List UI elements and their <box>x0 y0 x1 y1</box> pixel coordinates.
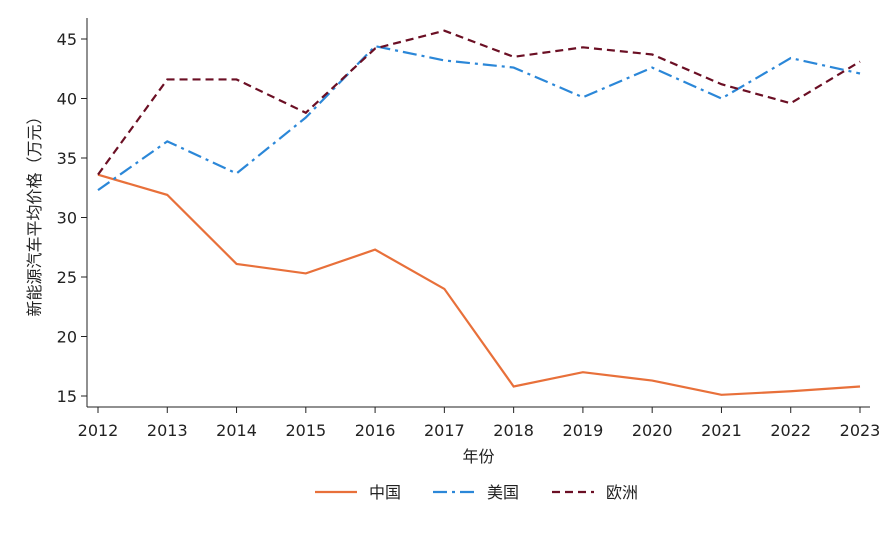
x-tick-label: 2019 <box>563 421 604 440</box>
x-axis-label: 年份 <box>462 447 494 466</box>
x-tick-label: 2013 <box>147 421 188 440</box>
x-tick-label: 2020 <box>632 421 673 440</box>
series-line-2 <box>97 44 861 192</box>
y-tick-label: 45 <box>57 30 77 49</box>
x-tick-label: 2012 <box>78 421 119 440</box>
y-tick-label: 15 <box>57 387 77 406</box>
y-tick-label: 35 <box>57 149 77 168</box>
legend-label: 中国 <box>369 483 401 502</box>
x-tick-label: 2022 <box>770 421 811 440</box>
y-tick-label: 20 <box>57 328 77 347</box>
legend-label: 美国 <box>487 483 519 502</box>
y-tick-label: 25 <box>57 268 77 287</box>
y-tick-label: 40 <box>57 90 77 109</box>
x-tick-label: 2017 <box>424 421 465 440</box>
series-line-1 <box>97 173 861 396</box>
y-tick-label: 30 <box>57 209 77 228</box>
x-tick-label: 2014 <box>216 421 257 440</box>
series-line-3 <box>97 29 861 176</box>
y-axis-label: 新能源汽车平均价格（万元） <box>25 108 44 316</box>
x-tick-label: 2015 <box>285 421 326 440</box>
legend-label: 欧洲 <box>606 483 638 502</box>
x-tick-label: 2023 <box>840 421 881 440</box>
x-tick-label: 2018 <box>493 421 534 440</box>
x-tick-label: 2021 <box>701 421 742 440</box>
x-tick-label: 2016 <box>355 421 396 440</box>
